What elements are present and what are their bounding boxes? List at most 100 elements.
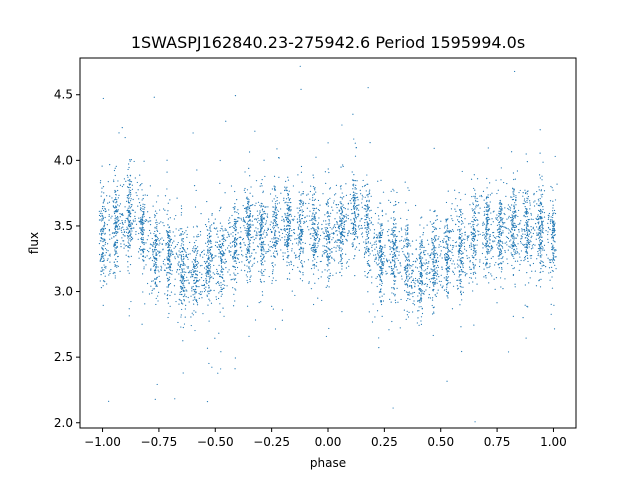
data-point (516, 248, 518, 250)
data-point (431, 249, 433, 251)
data-point (103, 272, 105, 274)
data-point (356, 205, 358, 207)
data-point (416, 259, 418, 261)
data-point (148, 251, 150, 253)
data-point (515, 237, 517, 239)
data-point (433, 210, 435, 213)
data-point (115, 165, 117, 167)
data-point (487, 228, 489, 230)
data-point (143, 214, 145, 216)
data-point (302, 274, 304, 276)
data-point (500, 213, 502, 215)
data-point (471, 255, 473, 257)
data-point (539, 201, 542, 203)
data-point (138, 217, 140, 219)
data-point (321, 271, 323, 273)
data-point (485, 232, 487, 234)
data-point (317, 256, 319, 258)
data-point (242, 239, 244, 241)
data-point (513, 267, 516, 269)
data-point (432, 263, 434, 265)
data-point (204, 224, 207, 226)
data-point (477, 200, 479, 203)
data-point (236, 199, 238, 201)
data-point (208, 247, 210, 249)
data-point (464, 231, 466, 233)
data-point (354, 212, 356, 215)
data-point (162, 248, 164, 250)
data-point (407, 271, 409, 273)
data-point (473, 240, 475, 242)
data-point (331, 206, 333, 208)
data-point (258, 219, 260, 222)
data-point (336, 245, 338, 247)
data-point (355, 188, 357, 190)
data-point (199, 291, 202, 293)
data-point (448, 265, 450, 267)
data-point (542, 206, 544, 208)
data-point (512, 315, 514, 317)
data-point (341, 265, 343, 267)
data-point (552, 233, 554, 235)
data-point (335, 240, 337, 242)
data-point (249, 230, 251, 232)
data-point (209, 239, 212, 241)
data-point (538, 249, 540, 251)
data-point (235, 245, 237, 248)
data-point (255, 180, 258, 182)
data-point (538, 221, 540, 223)
data-point (408, 263, 410, 265)
data-point (155, 222, 157, 224)
data-point (154, 230, 156, 233)
data-point (189, 272, 191, 274)
data-point (144, 248, 146, 250)
data-point (499, 225, 501, 227)
data-point (487, 206, 489, 208)
data-point (154, 245, 156, 247)
data-point (412, 292, 414, 294)
data-point (486, 187, 488, 189)
data-point (188, 270, 191, 272)
data-point (358, 243, 360, 245)
data-point (129, 174, 131, 176)
data-point (326, 227, 329, 230)
data-point (127, 168, 129, 171)
data-point (434, 277, 436, 279)
data-point (164, 264, 166, 266)
data-point (371, 246, 373, 248)
data-point (501, 241, 503, 243)
data-point (547, 226, 550, 229)
data-point (180, 232, 182, 235)
data-point (501, 252, 503, 255)
data-point (437, 257, 439, 259)
data-point (526, 305, 528, 307)
data-point (152, 254, 154, 256)
data-point (219, 274, 221, 276)
data-point (354, 220, 356, 223)
data-point (527, 190, 529, 192)
data-point (179, 265, 182, 267)
data-point (205, 268, 207, 270)
data-point (224, 192, 226, 194)
data-point (341, 311, 343, 313)
data-point (525, 207, 527, 210)
data-point (452, 230, 455, 232)
data-point (477, 230, 479, 232)
data-point (423, 262, 425, 264)
data-point (390, 301, 392, 303)
data-point (459, 274, 461, 276)
data-point (247, 282, 249, 284)
data-point (366, 247, 368, 249)
data-point (539, 217, 541, 219)
data-point (515, 214, 517, 216)
data-point (260, 241, 263, 244)
data-point (229, 226, 231, 228)
data-point (524, 216, 526, 218)
data-point (181, 231, 184, 233)
data-point (297, 226, 300, 228)
data-point (134, 220, 136, 222)
data-point (312, 221, 314, 223)
data-point (496, 217, 498, 219)
data-point (119, 228, 121, 230)
data-point (530, 218, 532, 220)
